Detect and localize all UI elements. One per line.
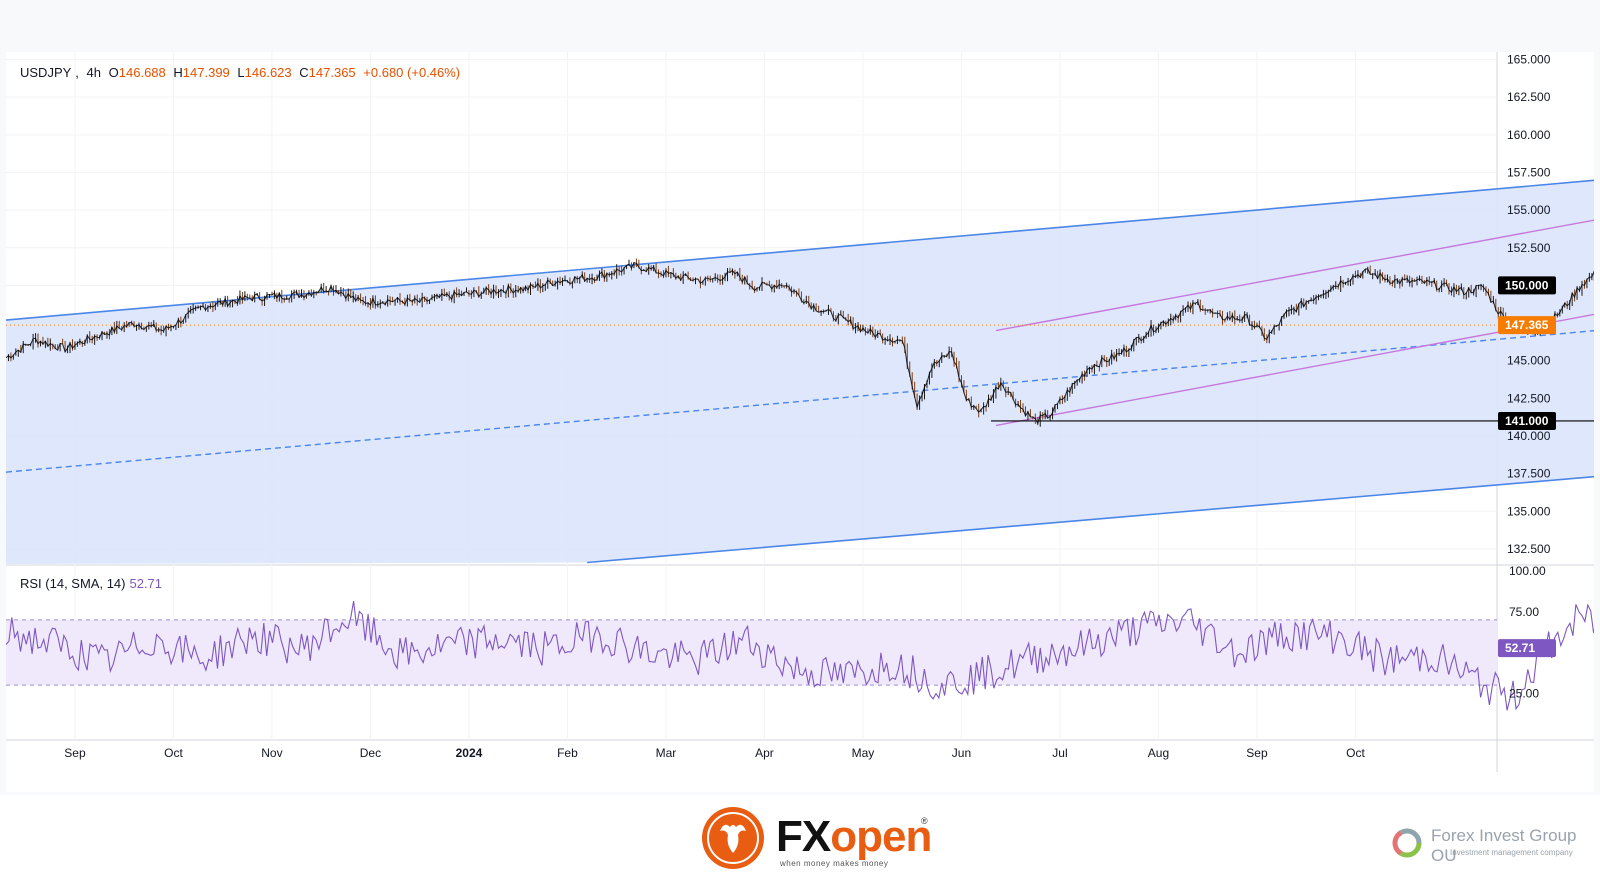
time-axis-tick-label: Oct bbox=[1346, 746, 1365, 760]
price-axis-tick-label: 152.500 bbox=[1507, 241, 1551, 255]
price-axis-tick-label: 137.500 bbox=[1507, 467, 1551, 481]
rsi-axis-tick-label: 75.00 bbox=[1509, 605, 1539, 619]
time-axis-tick-label: Oct bbox=[164, 746, 183, 760]
channel-lower-line bbox=[587, 475, 1594, 564]
ohlc-legend: USDJPY, 4h O146.688 H147.399 L146.623 C1… bbox=[20, 65, 461, 80]
price-axis-tick-label: 145.000 bbox=[1507, 354, 1551, 368]
time-axis-tick-label: Sep bbox=[1246, 746, 1268, 760]
low-value: 146.623 bbox=[244, 65, 292, 80]
chart-panel[interactable]: 165.000 162.500 160.000 157.500 155.000 152.5… bbox=[6, 52, 1594, 792]
close-value: 147.365 bbox=[308, 65, 356, 80]
level-badge-bg bbox=[1498, 411, 1556, 430]
price-axis-tick-label: 162.500 bbox=[1507, 90, 1551, 104]
time-axis-tick-label: 2024 bbox=[456, 746, 483, 760]
channel-upper-line bbox=[6, 179, 1594, 321]
company-subtitle: Investment management company bbox=[1450, 848, 1573, 857]
rsi-axis-tick-label: 100.00 bbox=[1509, 564, 1546, 578]
interval-label: 4h bbox=[86, 65, 102, 80]
level-badge: 150.000 bbox=[1505, 278, 1549, 292]
company-name: Forex Invest Group OU bbox=[1431, 826, 1577, 865]
rsi-axis-tick-label: 25.00 bbox=[1509, 686, 1539, 700]
rsi-label: RSI (14, SMA, 14) bbox=[20, 576, 126, 591]
change-value: +0.680 (+0.46%) bbox=[363, 65, 461, 80]
fxopen-logo: FXopen bbox=[776, 812, 932, 861]
rsi-current-badge: 52.71 bbox=[1505, 641, 1535, 655]
time-axis-tick-label: Feb bbox=[557, 746, 578, 760]
symbol-label: USDJPY bbox=[20, 65, 72, 80]
fxopen-bull-icon bbox=[702, 807, 764, 869]
time-axis-tick-label: Nov bbox=[261, 746, 282, 760]
price-axis-tick-label: 140.000 bbox=[1507, 429, 1551, 443]
time-axis-tick-label: Mar bbox=[656, 746, 677, 760]
price-axis-tick-label: 155.000 bbox=[1507, 203, 1551, 217]
fxopen-tagline: when money makes money bbox=[780, 859, 889, 868]
high-value: 147.399 bbox=[182, 65, 230, 80]
inner-channel-lower-line bbox=[995, 313, 1594, 427]
rsi-line bbox=[6, 601, 1594, 711]
price-axis-tick-label: 135.000 bbox=[1507, 504, 1551, 518]
time-axis-tick-label: Jun bbox=[952, 746, 971, 760]
forex-invest-group-icon bbox=[1392, 828, 1422, 858]
price-axis-tick-label: 160.000 bbox=[1507, 128, 1551, 142]
rsi-legend: RSI (14, SMA, 14) 52.71 bbox=[20, 576, 162, 591]
registered-mark: ® bbox=[921, 816, 928, 826]
time-axis-tick-label: Jul bbox=[1052, 746, 1067, 760]
price-line bbox=[6, 262, 1594, 425]
time-axis-tick-label: Dec bbox=[360, 746, 381, 760]
inner-channel-upper-line bbox=[995, 219, 1594, 332]
price-axis-tick-label: 157.500 bbox=[1507, 165, 1551, 179]
time-axis-tick-label: Aug bbox=[1148, 746, 1169, 760]
current-price-badge-bg bbox=[1498, 316, 1556, 335]
price-chart[interactable]: 165.000 162.500 160.000 157.500 155.000 152.5… bbox=[6, 52, 1594, 792]
rsi-value: 52.71 bbox=[129, 576, 163, 591]
price-axis-tick-label: 132.500 bbox=[1507, 542, 1551, 556]
current-price-badge: 147.365 bbox=[1505, 318, 1549, 332]
time-axis-tick-label: Sep bbox=[64, 746, 86, 760]
rsi-current-badge-bg bbox=[1498, 639, 1556, 658]
price-axis-tick-label: 142.500 bbox=[1507, 391, 1551, 405]
regression-channel-fill bbox=[6, 180, 1594, 564]
open-value: 146.688 bbox=[118, 65, 166, 80]
footer bbox=[0, 795, 1600, 879]
level-badge-bg bbox=[1498, 276, 1556, 295]
price-axis-tick-label: 165.000 bbox=[1507, 53, 1551, 67]
level-badge: 141.000 bbox=[1505, 414, 1549, 428]
time-axis-tick-label: May bbox=[852, 746, 875, 760]
time-axis-tick-label: Apr bbox=[755, 746, 774, 760]
